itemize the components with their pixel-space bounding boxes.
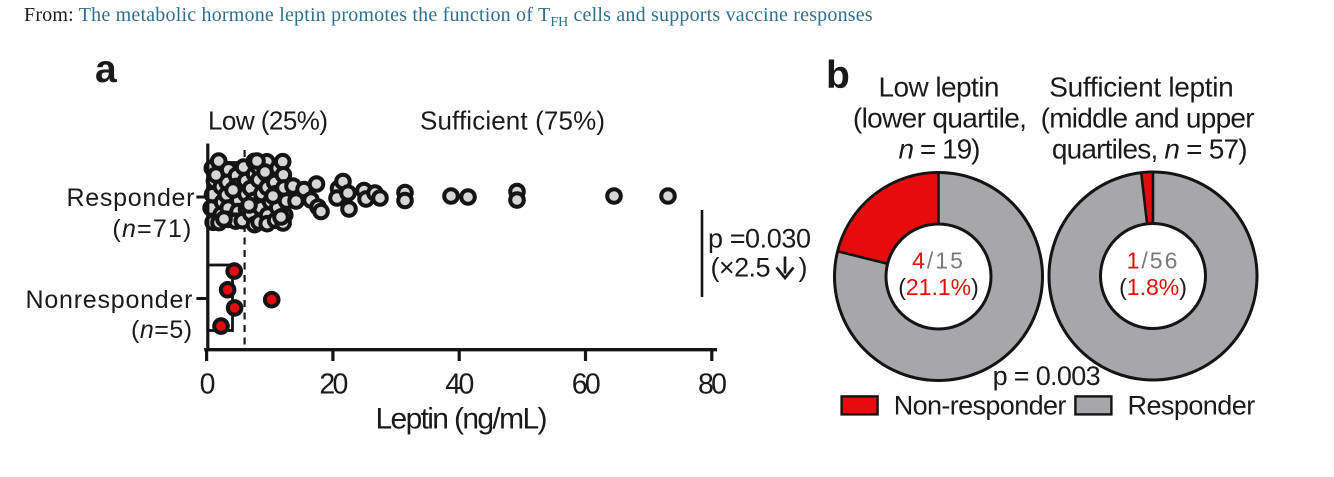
svg-text:Responder: Responder: [67, 184, 195, 212]
svg-text:Low leptin: Low leptin: [879, 72, 1000, 103]
svg-text:(1.8%): (1.8%): [1119, 274, 1187, 300]
svg-text:(×2.5: (×2.5: [711, 253, 771, 283]
svg-text:(n=5): (n=5): [131, 316, 193, 344]
svg-text:(middle and upper: (middle and upper: [1041, 103, 1255, 134]
svg-text:Non-responder: Non-responder: [894, 391, 1067, 421]
svg-text:Nonresponder: Nonresponder: [26, 286, 193, 314]
svg-text:4/15: 4/15: [912, 248, 965, 274]
svg-text:(n=71): (n=71): [112, 215, 192, 243]
svg-text:Sufficient (75%): Sufficient (75%): [420, 106, 605, 136]
svg-text:Sufficient leptin: Sufficient leptin: [1049, 72, 1234, 103]
svg-text:0: 0: [200, 369, 216, 401]
svg-text:Responder: Responder: [1128, 391, 1256, 421]
svg-text:p = 0.003: p = 0.003: [993, 361, 1101, 391]
svg-text:(lower quartile,: (lower quartile,: [853, 103, 1027, 134]
svg-text:60: 60: [572, 369, 601, 401]
svg-text:p =0.030: p =0.030: [708, 224, 811, 254]
svg-text:quartiles, n = 57): quartiles, n = 57): [1052, 134, 1247, 165]
svg-text:b: b: [826, 54, 850, 97]
svg-text:Low (25%): Low (25%): [208, 106, 328, 136]
svg-text:(21.1%): (21.1%): [898, 274, 979, 300]
svg-text:n = 19): n = 19): [899, 134, 980, 165]
svg-text:a: a: [95, 48, 117, 91]
svg-text:1/56: 1/56: [1127, 248, 1180, 274]
svg-text:20: 20: [319, 369, 348, 401]
svg-text:): ): [799, 253, 808, 283]
svg-text:40: 40: [445, 369, 474, 401]
svg-text:80: 80: [698, 369, 727, 401]
svg-text:Leptin (ng/mL): Leptin (ng/mL): [376, 403, 548, 436]
